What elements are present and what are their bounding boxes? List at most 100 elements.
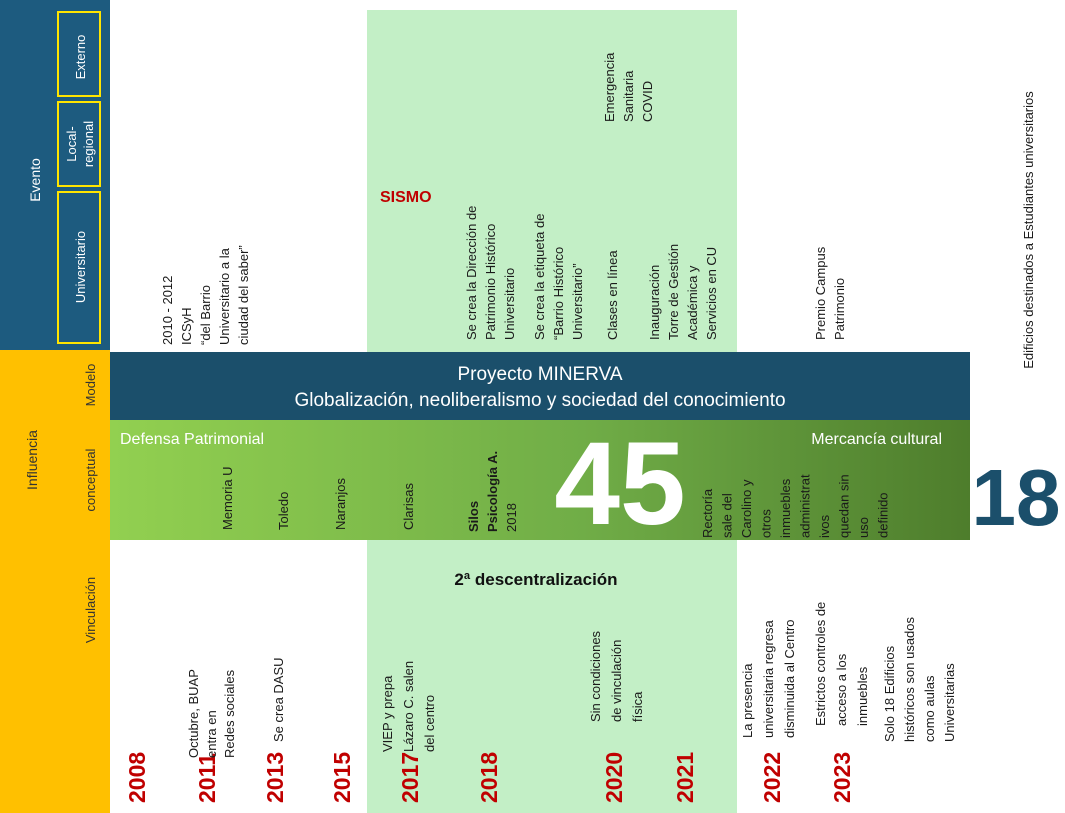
- event-panel: [0, 0, 110, 350]
- event-type-line: regional: [81, 121, 96, 167]
- event-box: [57, 191, 101, 344]
- event-box: [57, 101, 101, 187]
- year: 2011: [194, 753, 220, 803]
- event-label: Evento: [27, 158, 43, 202]
- top-event-line: Universitario”: [570, 263, 585, 340]
- bottom-event-line: Redes sociales: [222, 669, 237, 758]
- concept-bar: [110, 420, 970, 540]
- bottom-event-line: de vinculación: [609, 640, 624, 722]
- event-type-line: Local-: [64, 126, 79, 161]
- top-event-line: ICSyH: [179, 307, 194, 345]
- year-line: 2008: [124, 752, 150, 803]
- bottom-event-line: Universitarias: [942, 663, 957, 742]
- top-event: Inauguración Torre de Gestión Académica y S…: [647, 244, 719, 340]
- top-event: 2010 - 2012 ICSyH “del Barrio Universitario…: [160, 245, 251, 345]
- bottom-event: Octubre, BUAP entra en Redes sociales: [186, 669, 237, 758]
- top-event: Se crea la Dirección de Patrimonio Histór…: [464, 206, 517, 340]
- bottom-event: Solo 18 Edificios históricos son usados co…: [882, 616, 957, 742]
- building-line: otros: [759, 509, 774, 538]
- year: 2023: [829, 752, 855, 803]
- top-event-line: “Barrio Histórico: [551, 247, 566, 340]
- building-line: administrat: [798, 474, 813, 538]
- building-line: definido: [876, 492, 891, 538]
- bottom-event-line: física: [630, 691, 645, 722]
- year: 2017: [397, 752, 423, 803]
- concept-left: Defensa Patrimonial: [120, 431, 264, 448]
- top-event-line: Sanitaria: [621, 70, 636, 122]
- year: 2015: [329, 752, 355, 803]
- building-line: uso: [856, 517, 871, 538]
- building-line: Clarisas: [401, 483, 416, 530]
- top-event-line: ciudad del saber”: [236, 245, 251, 345]
- event-type-line: Externo: [73, 35, 88, 80]
- bottom-event-line: VIEP y prepa: [380, 675, 395, 752]
- influence-type-line: conceptual: [83, 448, 98, 511]
- bottom-event-line: universitaria regresa: [761, 619, 776, 738]
- bottom-event-line: Sin condiciones: [588, 630, 603, 722]
- building: Silos Psicología A. 2018: [466, 451, 519, 532]
- top-event-line: 2010 - 2012: [160, 276, 175, 345]
- influence-label-line: Influencia: [24, 430, 40, 490]
- top-event-line: Académica y: [685, 265, 700, 340]
- model-subtitle: Globalización, neoliberalismo y sociedad…: [294, 390, 785, 411]
- bottom-event-line: Octubre, BUAP: [186, 669, 201, 758]
- building-line: Carolino y: [739, 479, 754, 538]
- year-line: 2011: [194, 753, 220, 803]
- top-event: Premio Campus Patrimonio: [813, 246, 847, 340]
- event-box: [57, 11, 101, 97]
- event-type-line: Universitario: [73, 231, 88, 303]
- top-event-line: Premio Campus: [813, 246, 828, 340]
- building-line: Silos: [466, 501, 481, 532]
- building-line: Rectoría: [700, 488, 715, 538]
- influence-panel: [0, 350, 110, 813]
- top-event-line: Clases en línea: [605, 250, 620, 340]
- top-event-line: Emergencia: [602, 52, 617, 122]
- result-caption-line: Edificios destinados a Estudiantes unive…: [1021, 91, 1036, 369]
- top-event-line: Universitario: [502, 268, 517, 340]
- bottom-event-line: históricos son usados: [902, 616, 917, 742]
- bottom-event: Se crea DASU: [271, 657, 286, 742]
- building: Rectoría sale del Carolino y otros inmuebles…: [700, 474, 891, 538]
- bottom-event-line: inmuebles: [855, 666, 870, 726]
- top-event-line: Patrimonio: [832, 278, 847, 340]
- influence-type: conceptual: [83, 448, 98, 511]
- influence-type-line: Vinculación: [83, 577, 98, 643]
- bottom-event-line: Solo 18 Edificios: [882, 645, 897, 742]
- top-event-line: Universitario a la: [217, 247, 232, 345]
- bottom-event-line: entra en: [204, 710, 219, 758]
- building-line: ivos: [817, 514, 832, 538]
- year-line: 2017: [397, 752, 423, 803]
- top-event-line: Torre de Gestión: [666, 244, 681, 340]
- year-line: 2013: [262, 752, 288, 803]
- decentralization-label: 2ª descentralización: [454, 570, 617, 589]
- year: 2008: [124, 752, 150, 803]
- influence-label: Influencia: [24, 430, 40, 490]
- top-event-line: Patrimonio Histórico: [483, 224, 498, 340]
- top-event-line: COVID: [640, 81, 655, 122]
- building: Memoria U: [220, 466, 235, 530]
- event-type: Local-regional: [64, 121, 96, 167]
- building-line: inmuebles: [778, 478, 793, 538]
- bottom-event-line: Estrictos controles de: [813, 602, 828, 726]
- model-title: Proyecto MINERVA: [457, 364, 622, 385]
- bottom-event: Sin condiciones de vinculación física: [588, 630, 645, 722]
- result-caption: Edificios destinados a Estudiantes unive…: [1021, 91, 1036, 369]
- event-label-line: Evento: [27, 158, 43, 202]
- year: 2018: [476, 752, 502, 803]
- year-line: 2023: [829, 752, 855, 803]
- influence-type-line: Modelo: [83, 364, 98, 407]
- year-line: 2020: [601, 752, 627, 803]
- building: Toledo: [276, 492, 291, 530]
- bottom-event: La presencia universitaria regresa disminu…: [740, 619, 797, 738]
- bottom-event-line: del centro: [422, 695, 437, 752]
- top-event: Clases en línea: [605, 250, 620, 340]
- top-event-line: Servicios en CU: [704, 247, 719, 340]
- building-line: Toledo: [276, 492, 291, 530]
- bottom-event: VIEP y prepa Lázaro C. salen del centro: [380, 661, 437, 752]
- year: 2020: [601, 752, 627, 803]
- top-event: Emergencia Sanitaria COVID: [602, 52, 655, 122]
- sismo-label: SISMO: [380, 189, 432, 206]
- bottom-event-line: como aulas: [922, 675, 937, 742]
- year-line: 2021: [672, 752, 698, 803]
- concept-count: 45: [554, 418, 685, 550]
